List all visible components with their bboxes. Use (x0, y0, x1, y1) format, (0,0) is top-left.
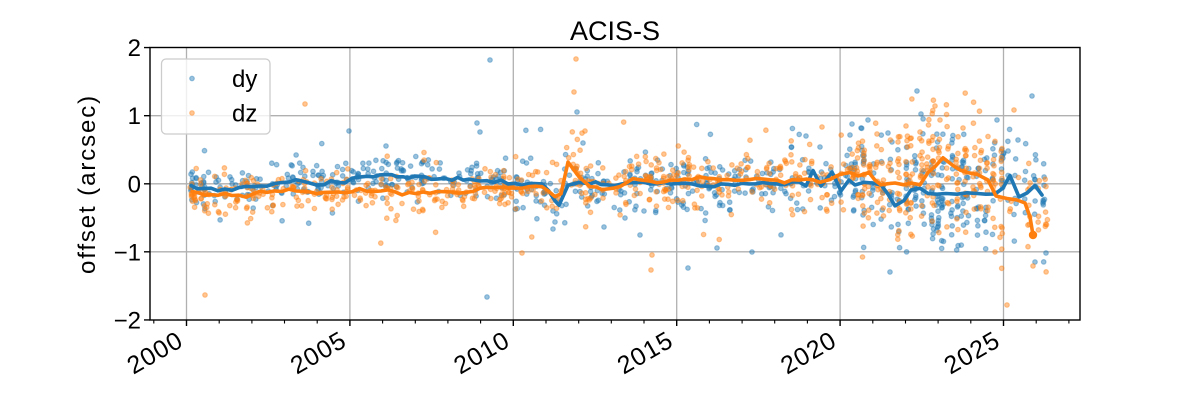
svg-text:0: 0 (128, 171, 141, 198)
svg-text:1: 1 (128, 103, 141, 130)
svg-text:dz: dz (232, 101, 257, 128)
svg-text:2: 2 (128, 35, 141, 62)
svg-text:−1: −1 (114, 239, 141, 266)
svg-text:dy: dy (232, 66, 257, 93)
svg-text:offset (arcsec): offset (arcsec) (74, 94, 101, 274)
svg-text:ACIS-S: ACIS-S (570, 16, 660, 46)
svg-text:−2: −2 (114, 308, 141, 335)
